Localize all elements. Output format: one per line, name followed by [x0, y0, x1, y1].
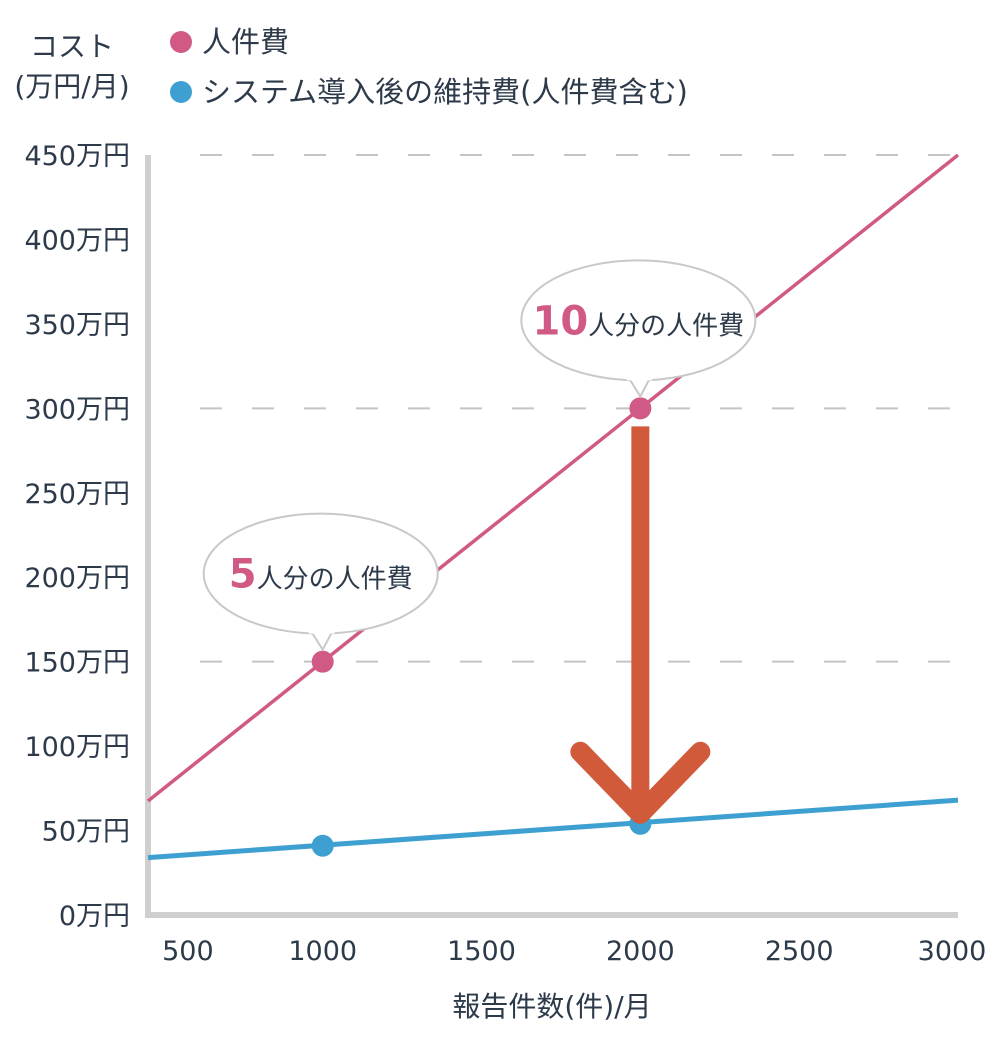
legend: 人件費 システム導入後の維持費(人件費含む): [170, 25, 688, 109]
data-point: [311, 834, 334, 857]
x-tick-label: 1000: [288, 936, 357, 967]
reduction-arrow: [570, 426, 711, 824]
callout-label: 人分の人件費: [257, 565, 413, 595]
callout-label: 人分の人件費: [588, 311, 744, 341]
series-line-1: [147, 797, 959, 861]
callout-number: 10: [533, 298, 589, 344]
callout-pointer-cover: [626, 372, 653, 381]
y-tick-label: 150万円: [24, 648, 130, 679]
callout-1: 10人分の人件費: [520, 259, 757, 399]
legend-marker-personnel: [170, 31, 192, 53]
x-tick-label: 500: [162, 936, 214, 967]
y-tick-label: 450万円: [24, 141, 130, 172]
series: [146, 153, 960, 861]
y-tick-label: 250万円: [24, 479, 130, 510]
y-axis-title-line-1: コスト: [30, 30, 114, 63]
data-point: [629, 397, 652, 420]
series-line-0: [146, 153, 960, 803]
grid: [200, 154, 958, 663]
legend-marker-system: [170, 81, 192, 103]
x-tick-label: 2500: [765, 936, 834, 967]
callout-text: 5人分の人件費: [229, 552, 413, 598]
data-point: [311, 650, 334, 673]
y-tick-label: 350万円: [24, 310, 130, 341]
x-tick-label: 2000: [606, 936, 675, 967]
y-tick-label: 400万円: [24, 225, 130, 256]
axes: [145, 155, 958, 918]
y-tick-label: 50万円: [42, 817, 130, 848]
tick-labels: 0万円 50万円 100万円 150万円 200万円 250万円 300万円 350万円 400…: [24, 141, 986, 967]
legend-label-system: システム導入後の維持費(人件費含む): [202, 75, 688, 109]
arrow-head: [570, 741, 711, 824]
y-tick-label: 300万円: [24, 394, 130, 425]
callout-0: 5人分の人件費: [202, 512, 439, 652]
y-tick-label: 200万円: [24, 563, 130, 594]
y-axis-title-line-2: (万円/月): [14, 70, 129, 103]
callout-pointer-cover: [308, 625, 335, 634]
legend-label-personnel: 人件費: [202, 25, 289, 59]
x-axis-title: 報告件数(件)/月: [452, 990, 651, 1023]
callout-number: 5: [229, 552, 257, 598]
y-tick-label: 100万円: [24, 732, 130, 763]
callout-text: 10人分の人件費: [533, 298, 745, 344]
x-tick-label: 1500: [447, 936, 516, 967]
y-tick-label: 0万円: [59, 901, 130, 932]
x-tick-label: 3000: [918, 936, 987, 967]
